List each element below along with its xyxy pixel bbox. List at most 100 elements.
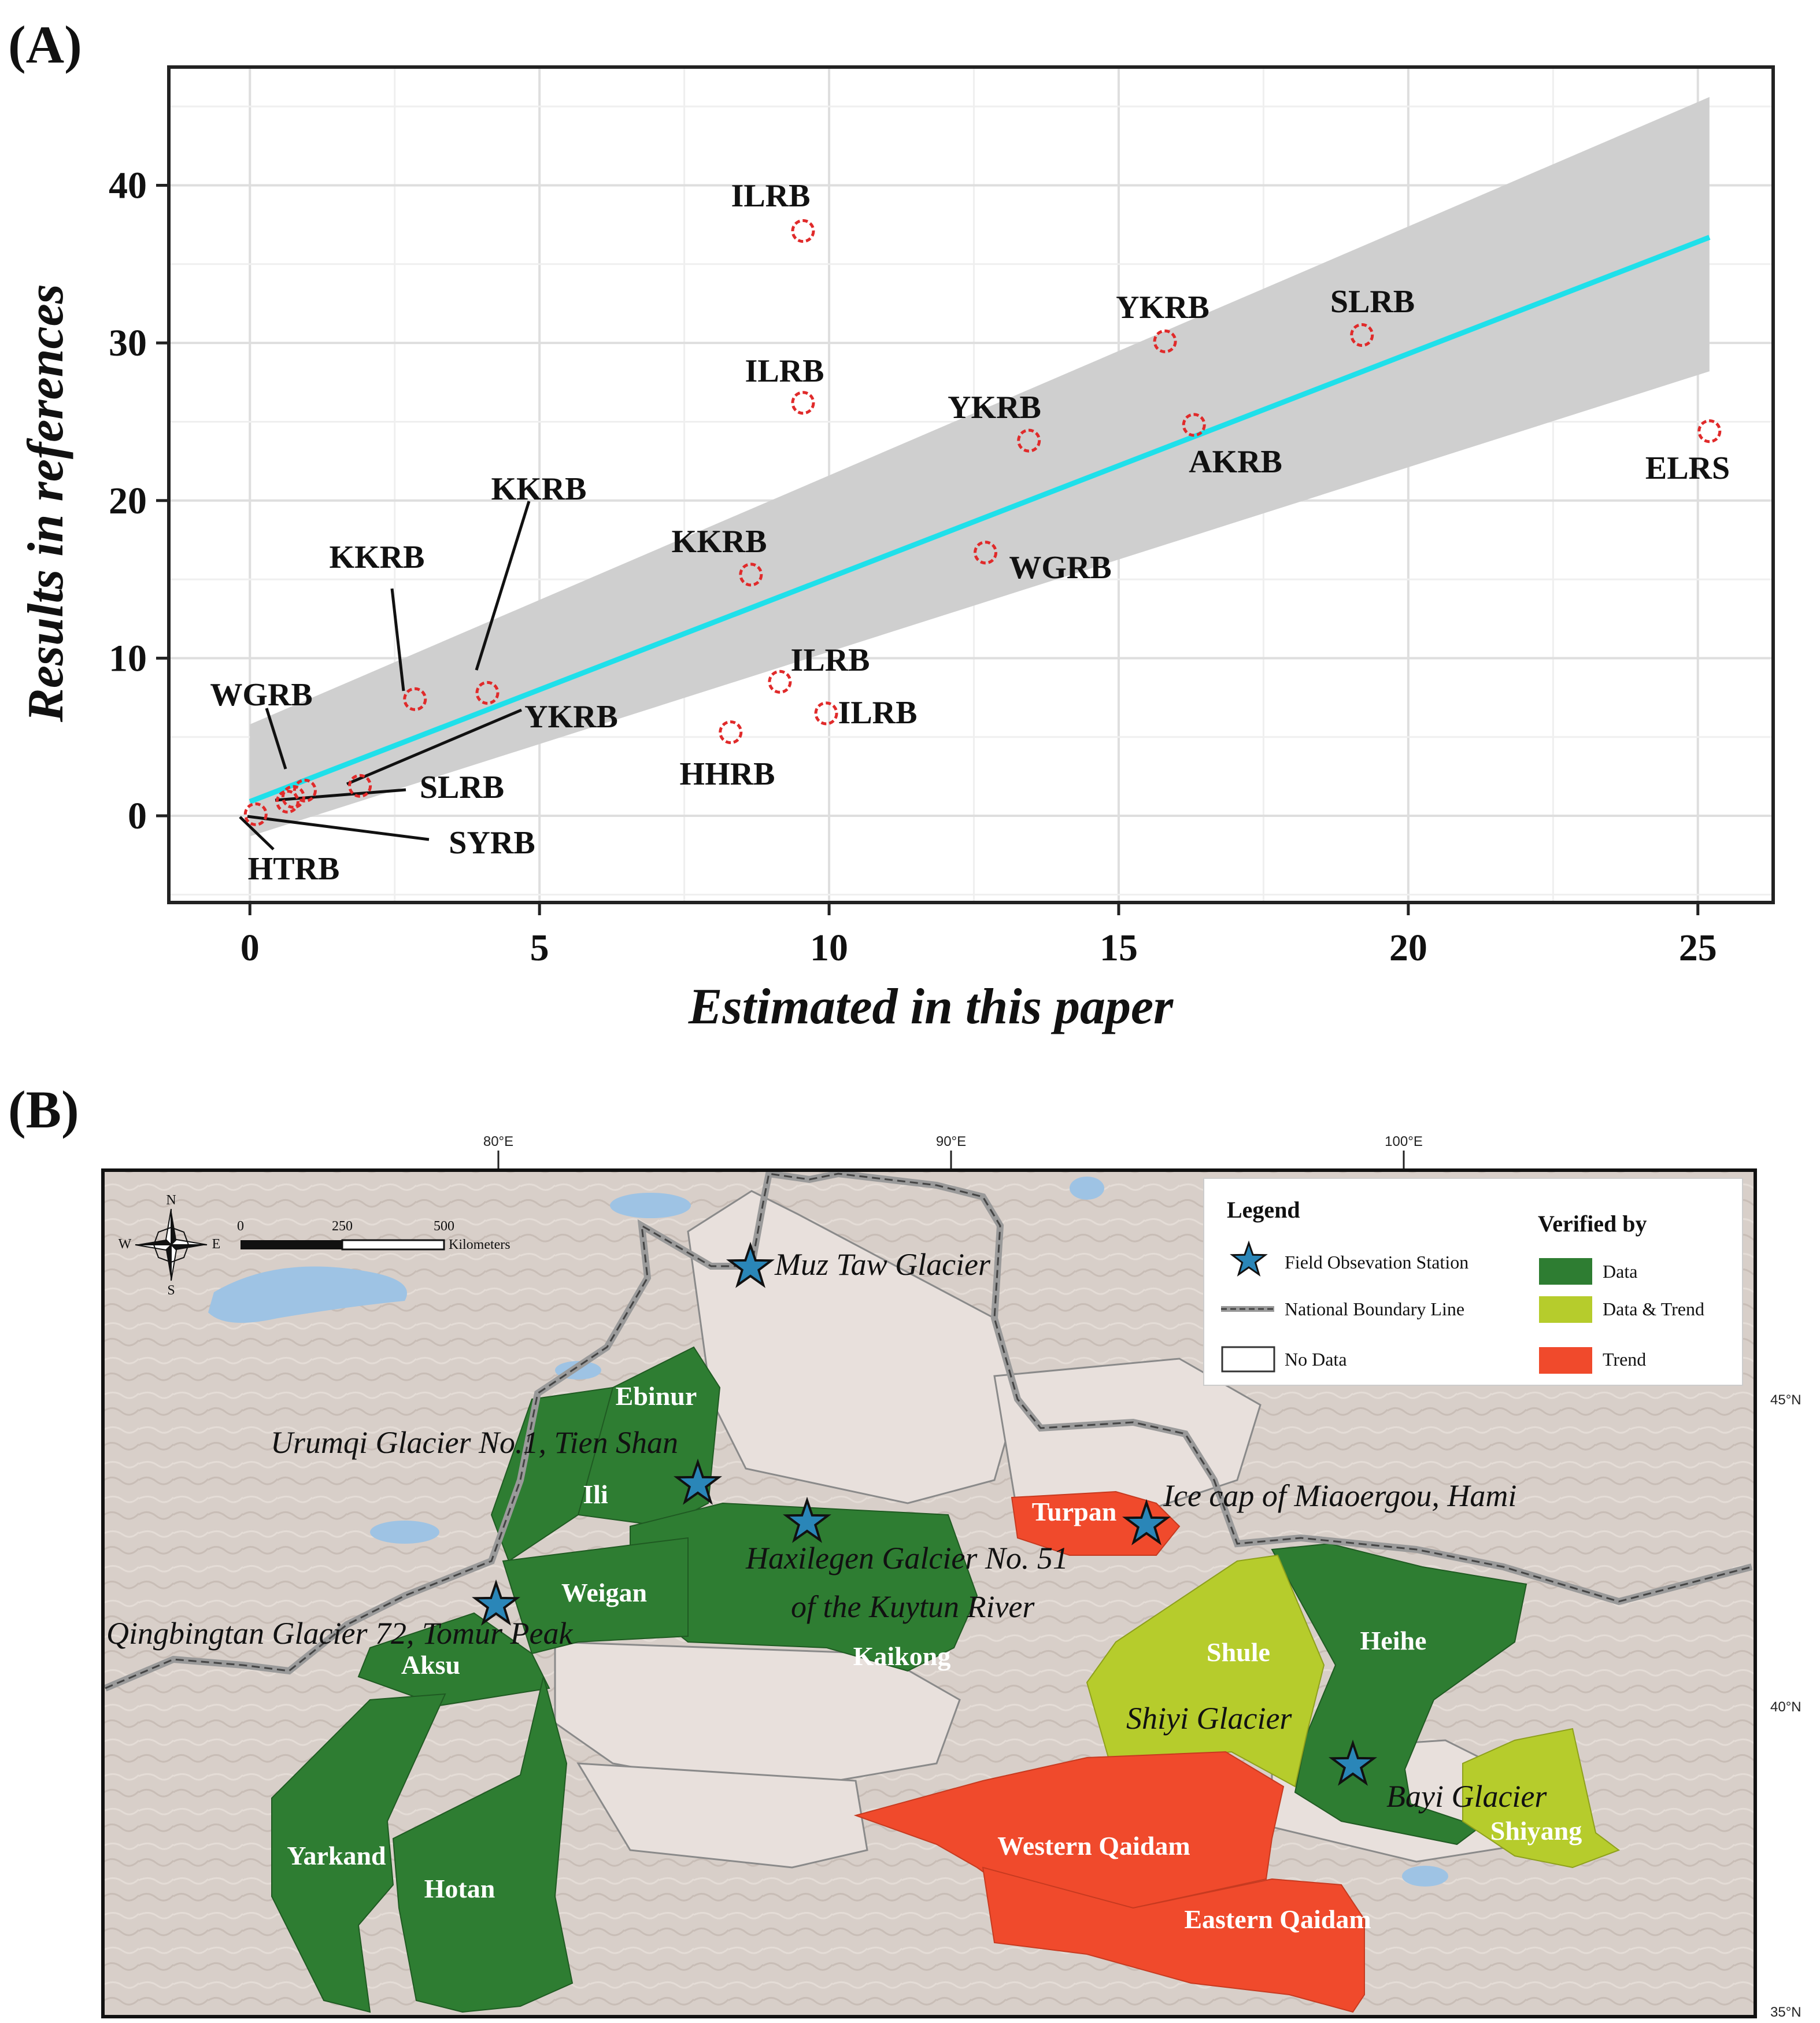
point-label-kkrb-7: KKRB xyxy=(330,539,425,575)
x-tick-label-0: 0 xyxy=(241,927,260,969)
scatter-point-16 xyxy=(1182,413,1206,437)
region-label-turpan: Turpan xyxy=(1032,1497,1117,1526)
scatter-point-7 xyxy=(719,720,743,745)
scatter-point-18 xyxy=(1697,419,1722,443)
station-star-miaoergou xyxy=(1122,1499,1171,1545)
point-label-akrb: AKRB xyxy=(1189,444,1282,480)
point-label-elrs: ELRS xyxy=(1645,450,1730,486)
scatter-point-11 xyxy=(791,391,815,415)
scale-tick-500: 500 xyxy=(434,1219,454,1234)
data-regions xyxy=(271,1346,1527,2013)
point-label-wgrb-1: WGRB xyxy=(210,677,312,713)
region-label-yarkand: Yarkand xyxy=(287,1841,386,1870)
station-label-muz-taw: Muz Taw Glacier xyxy=(774,1247,991,1282)
station-star-muz-taw xyxy=(726,1241,775,1288)
point-label-ykrb-30: YKRB xyxy=(1116,290,1209,326)
point-label-hhrb: HHRB xyxy=(680,756,775,792)
x-tick-label-10: 10 xyxy=(810,927,848,969)
x-tick-label-15: 15 xyxy=(1100,927,1138,969)
y-tick-label-10: 10 xyxy=(109,637,147,679)
legend-boundary: National Boundary Line xyxy=(1285,1299,1464,1319)
station-star-haxilegen xyxy=(783,1496,831,1543)
scatter-point-1 xyxy=(275,790,299,814)
region-label-aksu: Aksu xyxy=(401,1650,460,1680)
scale-unit: Kilometers xyxy=(449,1237,511,1252)
lat-label-45: 45°N xyxy=(1770,1392,1801,1408)
compass-w: W xyxy=(119,1237,132,1252)
point-labels: ILRB ILRB KKRB ILRB ILRB HHRB KKRB KKRB … xyxy=(210,178,1730,887)
scatter-plot: ILRB ILRB KKRB ILRB ILRB HHRB KKRB KKRB … xyxy=(109,65,1775,969)
scatter-point-6 xyxy=(475,681,500,705)
legend-trend-swatch xyxy=(1539,1347,1592,1374)
point-label-slrb-1: SLRB xyxy=(420,770,504,805)
scatter-point-12 xyxy=(791,219,815,243)
legend-data: Data xyxy=(1603,1261,1637,1282)
north-arrow-icon: N S E W xyxy=(119,1193,221,1298)
confidence-band xyxy=(250,97,1710,837)
x-tick-label-25: 25 xyxy=(1679,927,1717,969)
station-label-qingbingtan: Qingbingtan Glacier 72, Tomur Peak xyxy=(106,1616,573,1651)
region-label-shule: Shule xyxy=(1207,1637,1270,1667)
trend-regions xyxy=(853,1491,1365,2013)
map-legend: Legend Verified by Field Obsevation Stat… xyxy=(1203,1178,1743,1386)
plot-frame xyxy=(167,65,1775,904)
legend-verified-by: Verified by xyxy=(1538,1211,1647,1237)
legend-title: Legend xyxy=(1227,1197,1300,1223)
compass-e: E xyxy=(212,1237,221,1252)
scatter-points xyxy=(243,219,1722,826)
label-leader-lines xyxy=(239,501,531,850)
point-label-ilrb-37: ILRB xyxy=(731,178,811,214)
fit-line xyxy=(249,235,1711,804)
station-star-qingbingtan xyxy=(472,1579,520,1626)
panel-b-label: (B) xyxy=(8,1080,79,1139)
legend-no-data-swatch xyxy=(1221,1346,1275,1373)
lon-label-80: 80°E xyxy=(483,1134,513,1149)
station-label-haxilegen-1: Haxilegen Galcier No. 51 xyxy=(745,1541,1068,1576)
station-label-shiyi: Shiyi Glacier xyxy=(1126,1701,1292,1736)
point-label-slrb-30: SLRB xyxy=(1330,284,1415,320)
region-label-shiyang: Shiyang xyxy=(1490,1816,1582,1846)
point-label-ilrb-26: ILRB xyxy=(745,353,824,389)
station-label-miaoergou: Ice cap of Miaoergou, Hami xyxy=(1163,1478,1516,1513)
point-label-syrb: SYRB xyxy=(449,825,535,861)
region-label-kaikong: Kaikong xyxy=(853,1641,951,1671)
scatter-point-15 xyxy=(1153,329,1177,353)
scatter-point-10 xyxy=(739,563,763,587)
point-label-ykrb-24: YKRB xyxy=(948,390,1041,426)
lat-label-35: 35°N xyxy=(1770,2004,1801,2020)
station-label-bayi: Bayi Glacier xyxy=(1386,1779,1547,1814)
region-label-ili: Ili xyxy=(583,1480,608,1509)
station-label-urumqi: Urumqi Glacier No.1, Tien Shan xyxy=(271,1425,678,1460)
region-label-weigan: Weigan xyxy=(561,1578,647,1607)
scatter-point-3 xyxy=(281,785,305,809)
scale-tick-0: 0 xyxy=(237,1219,244,1234)
scatter-point-13 xyxy=(974,541,998,565)
station-label-haxilegen-2: of the Kuytun River xyxy=(791,1589,1035,1624)
compass-s: S xyxy=(167,1283,175,1298)
data-trend-regions xyxy=(1086,1554,1621,1869)
scatter-point-8 xyxy=(768,670,792,694)
scatter-point-5 xyxy=(403,687,427,711)
point-label-htrb: HTRB xyxy=(248,851,340,887)
scale-bar: 0 250 500 Kilometers xyxy=(237,1219,511,1252)
map: Ebinur Ili Weigan Aksu Kaikong Yarkand H… xyxy=(101,1168,1757,2018)
y-tick-label-40: 40 xyxy=(109,164,147,206)
axis-ticks: 0 5 10 15 20 25 0 10 20 30 40 xyxy=(109,164,1717,969)
legend-no-data: No Data xyxy=(1285,1349,1347,1370)
panel-a-label: (A) xyxy=(8,15,82,74)
point-label-kkrb-8: KKRB xyxy=(491,471,587,507)
station-star-bayi xyxy=(1329,1739,1377,1786)
legend-trend: Trend xyxy=(1603,1349,1646,1370)
point-label-ykrb-2: YKRB xyxy=(524,699,618,735)
point-label-kkrb-15: KKRB xyxy=(672,524,767,560)
point-label-ilrb-8: ILRB xyxy=(791,642,870,678)
compass-n: N xyxy=(166,1193,176,1208)
x-tick-label-5: 5 xyxy=(530,927,549,969)
y-tick-label-0: 0 xyxy=(128,795,147,837)
legend-station-icon xyxy=(1230,1240,1268,1277)
y-tick-label-20: 20 xyxy=(109,480,147,522)
lon-label-100: 100°E xyxy=(1385,1134,1423,1149)
scale-tick-250: 250 xyxy=(332,1219,353,1234)
station-star-urumqi xyxy=(674,1458,722,1505)
region-label-eastern-qaidam: Eastern Qaidam xyxy=(1184,1904,1371,1934)
